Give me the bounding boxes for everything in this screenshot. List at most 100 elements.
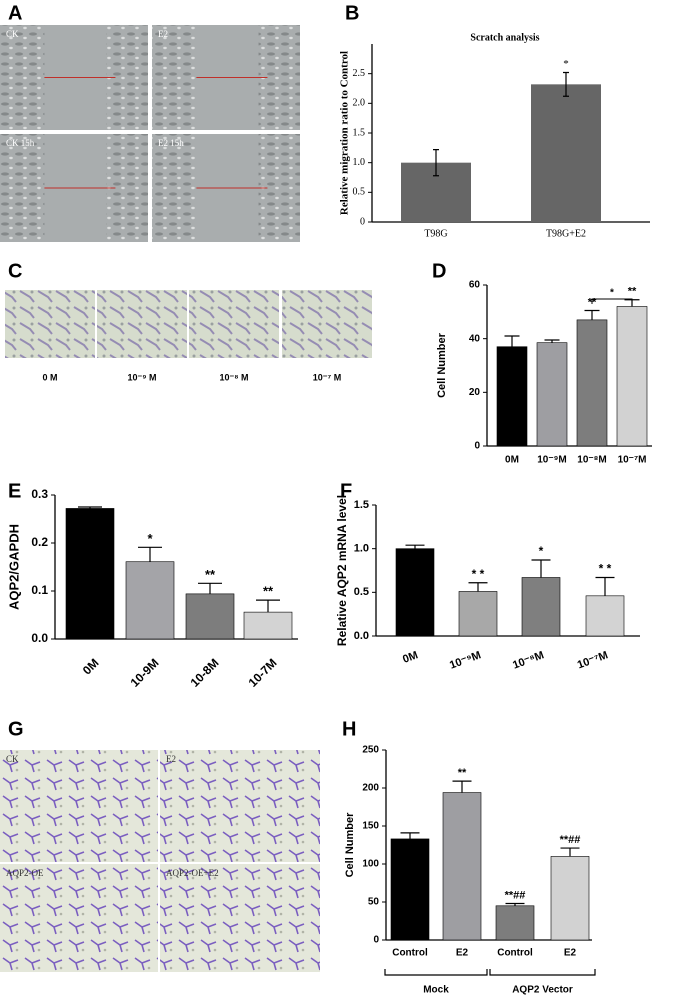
significance-label: ** [628,286,637,298]
micrograph-texture [5,290,95,358]
y-tick-label: 0 [373,935,379,946]
y-tick-label: 0.5 [353,187,366,198]
image-label: 0 M [42,372,57,382]
significance-label: **## [505,889,526,901]
x-tick-label: Control [392,948,428,959]
micrograph-texture [97,290,187,358]
image-label: E2 [166,754,176,764]
image-label: AQP2-OE+E2 [166,868,219,878]
error-bar [505,902,525,906]
x-tick-label: 10⁻⁹M [537,455,566,466]
group-label: AQP2 Vector [512,985,573,996]
bar [395,548,435,637]
y-tick-label: 0 [474,441,480,452]
error-bar [531,559,551,578]
error-bar [504,335,520,347]
y-tick-label: 0.2 [31,535,48,549]
micrograph-texture [160,864,320,972]
y-tick-label: 0.1 [31,583,48,597]
bar [243,611,293,640]
y-tick-label: 0.0 [31,631,48,645]
panel-letter: G [8,718,24,740]
significance-label: * * [472,567,485,581]
micrograph-texture [189,290,279,358]
x-tick-label: 0M [80,656,102,678]
bar [390,838,430,941]
x-tick-label: T98G [424,228,447,239]
x-tick-label: 0M [505,455,519,466]
bar [65,508,115,640]
bar [550,856,590,941]
micrograph-texture [282,290,372,358]
panel-letter: H [342,718,356,740]
panel-letter: B [345,2,359,24]
error-bar [400,832,420,839]
error-bar [78,506,102,509]
panel-letter: C [8,260,22,282]
y-tick-label: 50 [368,897,380,908]
error-bar [256,599,280,613]
y-tick-label: 150 [362,821,379,832]
y-tick-label: 1.0 [353,157,366,168]
significance-label: * [147,531,153,546]
image-label: AQP2-OE [6,868,44,878]
panel-letter: A [8,2,22,24]
y-tick-label: 1.0 [354,543,369,555]
x-tick-label: 0M [401,649,419,666]
bar [185,593,235,640]
image-label: CK [6,754,19,764]
x-tick-label: 10-8M [188,656,222,690]
significance-label: * [539,544,544,558]
significance-label: **## [560,834,581,846]
error-bar [405,544,425,549]
y-tick-label: 1.5 [353,127,366,138]
bar [496,346,528,447]
bar [442,792,482,941]
significance-label: ** [205,567,216,582]
significance-label: ** [458,767,467,779]
error-bar [198,582,222,594]
bar [531,84,601,222]
error-bar [544,339,560,343]
bar [458,591,498,637]
significance-label: ** [263,584,274,599]
image-label: E2 [158,29,168,39]
x-tick-label: 10⁻⁷M [576,649,610,671]
y-tick-label: 0.3 [31,487,48,501]
y-tick-label: 250 [362,745,379,756]
micrograph-texture [0,864,158,972]
error-bar [595,576,615,596]
error-bar [584,309,600,320]
y-axis-label: Relative migration ratio to Control [339,51,351,215]
panel-letter: D [432,260,446,282]
panel-letter: E [8,480,21,502]
error-bar [138,546,162,562]
micrograph-texture [160,750,320,862]
comparison-label: * [610,288,614,299]
bar [616,306,648,447]
x-tick-label: 10⁻⁸M [577,455,606,466]
x-tick-label: 10⁻⁷M [618,455,647,466]
significance-label: * [563,58,569,70]
x-tick-label: 10⁻⁹M [448,649,483,671]
group-label: Mock [423,985,449,996]
y-tick-label: 100 [362,859,379,870]
y-axis-label: Cell Number [344,812,356,878]
y-axis-label: AQP2/GAPDH [6,524,21,610]
bar [521,577,561,637]
y-tick-label: 20 [469,387,481,398]
y-tick-label: 2.5 [353,68,366,79]
bar [576,319,608,447]
x-tick-label: 10-9M [128,656,162,690]
x-tick-label: Control [497,948,533,959]
error-bar [433,149,439,177]
y-tick-label: 0 [360,216,365,227]
y-axis-label: Relative AQP2 mRNA level [335,495,349,646]
x-tick-label: 10-7M [246,656,280,690]
error-bar [560,847,580,857]
image-label: 10⁻⁷ M [313,372,341,382]
panel-letter: F [340,480,352,502]
image-label: E2 15h [158,138,184,148]
y-tick-label: 0.0 [354,630,369,642]
